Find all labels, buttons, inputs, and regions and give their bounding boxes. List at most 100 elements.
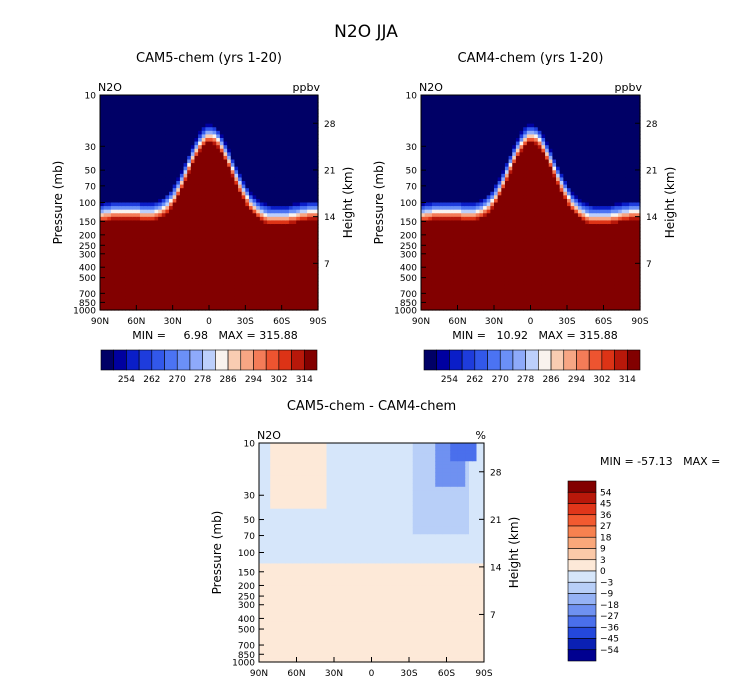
contour-cell	[234, 274, 239, 279]
contour-cell	[154, 263, 159, 268]
contour-cell	[107, 227, 112, 232]
contour-cell	[263, 191, 268, 196]
contour-cell	[169, 198, 174, 204]
contour-cell	[121, 98, 127, 103]
contour-cell	[147, 134, 152, 139]
contour-cell	[198, 95, 203, 100]
contour-cell	[139, 252, 145, 257]
contour-cell	[303, 195, 308, 200]
contour-cell	[274, 238, 279, 243]
contour-cell	[464, 263, 470, 268]
contour-cell	[461, 195, 466, 200]
contour-cell	[259, 116, 265, 121]
contour-cell	[263, 224, 268, 229]
contour-cell	[176, 274, 181, 279]
contour-cell	[179, 220, 185, 225]
contour-cell	[461, 116, 466, 121]
contour-cell	[490, 105, 495, 110]
contour-cell	[212, 209, 217, 214]
contour-cell	[183, 267, 188, 272]
contour-cell	[303, 277, 308, 282]
contour-cell	[424, 209, 429, 214]
contour-cell	[100, 198, 105, 204]
contour-cell	[136, 188, 141, 193]
contour-cell	[296, 263, 301, 268]
contour-cell	[158, 256, 163, 261]
contour-cell	[227, 270, 232, 275]
contour-cell	[212, 98, 217, 103]
contour-cell	[100, 116, 105, 121]
contour-cell	[256, 155, 261, 161]
contour-cell	[114, 295, 119, 300]
contour-cell	[424, 277, 429, 282]
contour-cell	[176, 105, 181, 110]
contour-cell	[161, 195, 166, 200]
contour-cell	[450, 198, 455, 204]
contour-cell	[270, 130, 275, 136]
contour-cell	[216, 299, 221, 304]
contour-cell	[428, 241, 433, 247]
contour-cell	[216, 184, 221, 189]
contour-cell	[263, 202, 268, 207]
contour-cell	[494, 159, 499, 164]
contour-cell	[472, 216, 477, 222]
contour-cell	[310, 299, 315, 304]
contour-cell	[201, 152, 206, 157]
contour-cell	[428, 170, 433, 175]
colorbar-box	[126, 349, 140, 371]
contour-cell	[299, 292, 305, 297]
contour-cell	[494, 181, 499, 186]
contour-cell	[479, 105, 484, 110]
contour-cell	[194, 123, 199, 128]
contour-cell	[278, 267, 283, 272]
contour-cell	[475, 134, 480, 139]
contour-cell	[209, 166, 214, 171]
contour-cell	[424, 263, 429, 268]
contour-cell	[110, 159, 116, 164]
contour-cell	[296, 206, 301, 211]
contour-cell	[223, 224, 228, 229]
contour-cell	[281, 98, 286, 103]
contour-cell	[136, 213, 141, 218]
contour-cell	[241, 105, 246, 110]
contour-cell	[234, 141, 239, 146]
contour-cell	[241, 184, 246, 189]
contour-cell	[121, 116, 127, 121]
contour-cell	[428, 134, 433, 139]
contour-cell	[461, 98, 466, 103]
contour-cell	[245, 155, 250, 161]
contour-cell	[103, 281, 108, 286]
contour-cell	[169, 252, 174, 257]
contour-cell	[179, 234, 185, 239]
contour-cell	[227, 155, 232, 161]
contour-cell	[303, 259, 308, 265]
contour-cell	[446, 292, 451, 297]
contour-cell	[205, 166, 210, 171]
contour-cell	[281, 148, 286, 153]
contour-cell	[267, 220, 272, 225]
contour-cell	[461, 112, 466, 118]
contour-cell	[234, 234, 239, 239]
contour-cell	[486, 274, 491, 279]
contour-cell	[310, 220, 315, 225]
contour-cell	[187, 259, 192, 265]
contour-cell	[179, 213, 185, 218]
contour-cell	[479, 95, 484, 100]
contour-cell	[216, 95, 221, 100]
contour-cell	[446, 102, 451, 107]
contour-cell	[453, 224, 459, 229]
contour-cell	[263, 277, 268, 282]
contour-cell	[468, 267, 473, 272]
contour-cell	[288, 127, 294, 132]
contour-cell	[110, 170, 116, 175]
contour-cell	[296, 220, 301, 225]
contour-cell	[274, 224, 279, 229]
y-tick-label: 500	[79, 274, 96, 284]
contour-cell	[479, 295, 484, 300]
contour-cell	[464, 284, 470, 290]
contour-cell	[303, 227, 308, 232]
contour-cell	[296, 241, 301, 247]
contour-cell	[234, 245, 239, 250]
contour-cell	[190, 166, 196, 171]
contour-cell	[248, 123, 254, 128]
